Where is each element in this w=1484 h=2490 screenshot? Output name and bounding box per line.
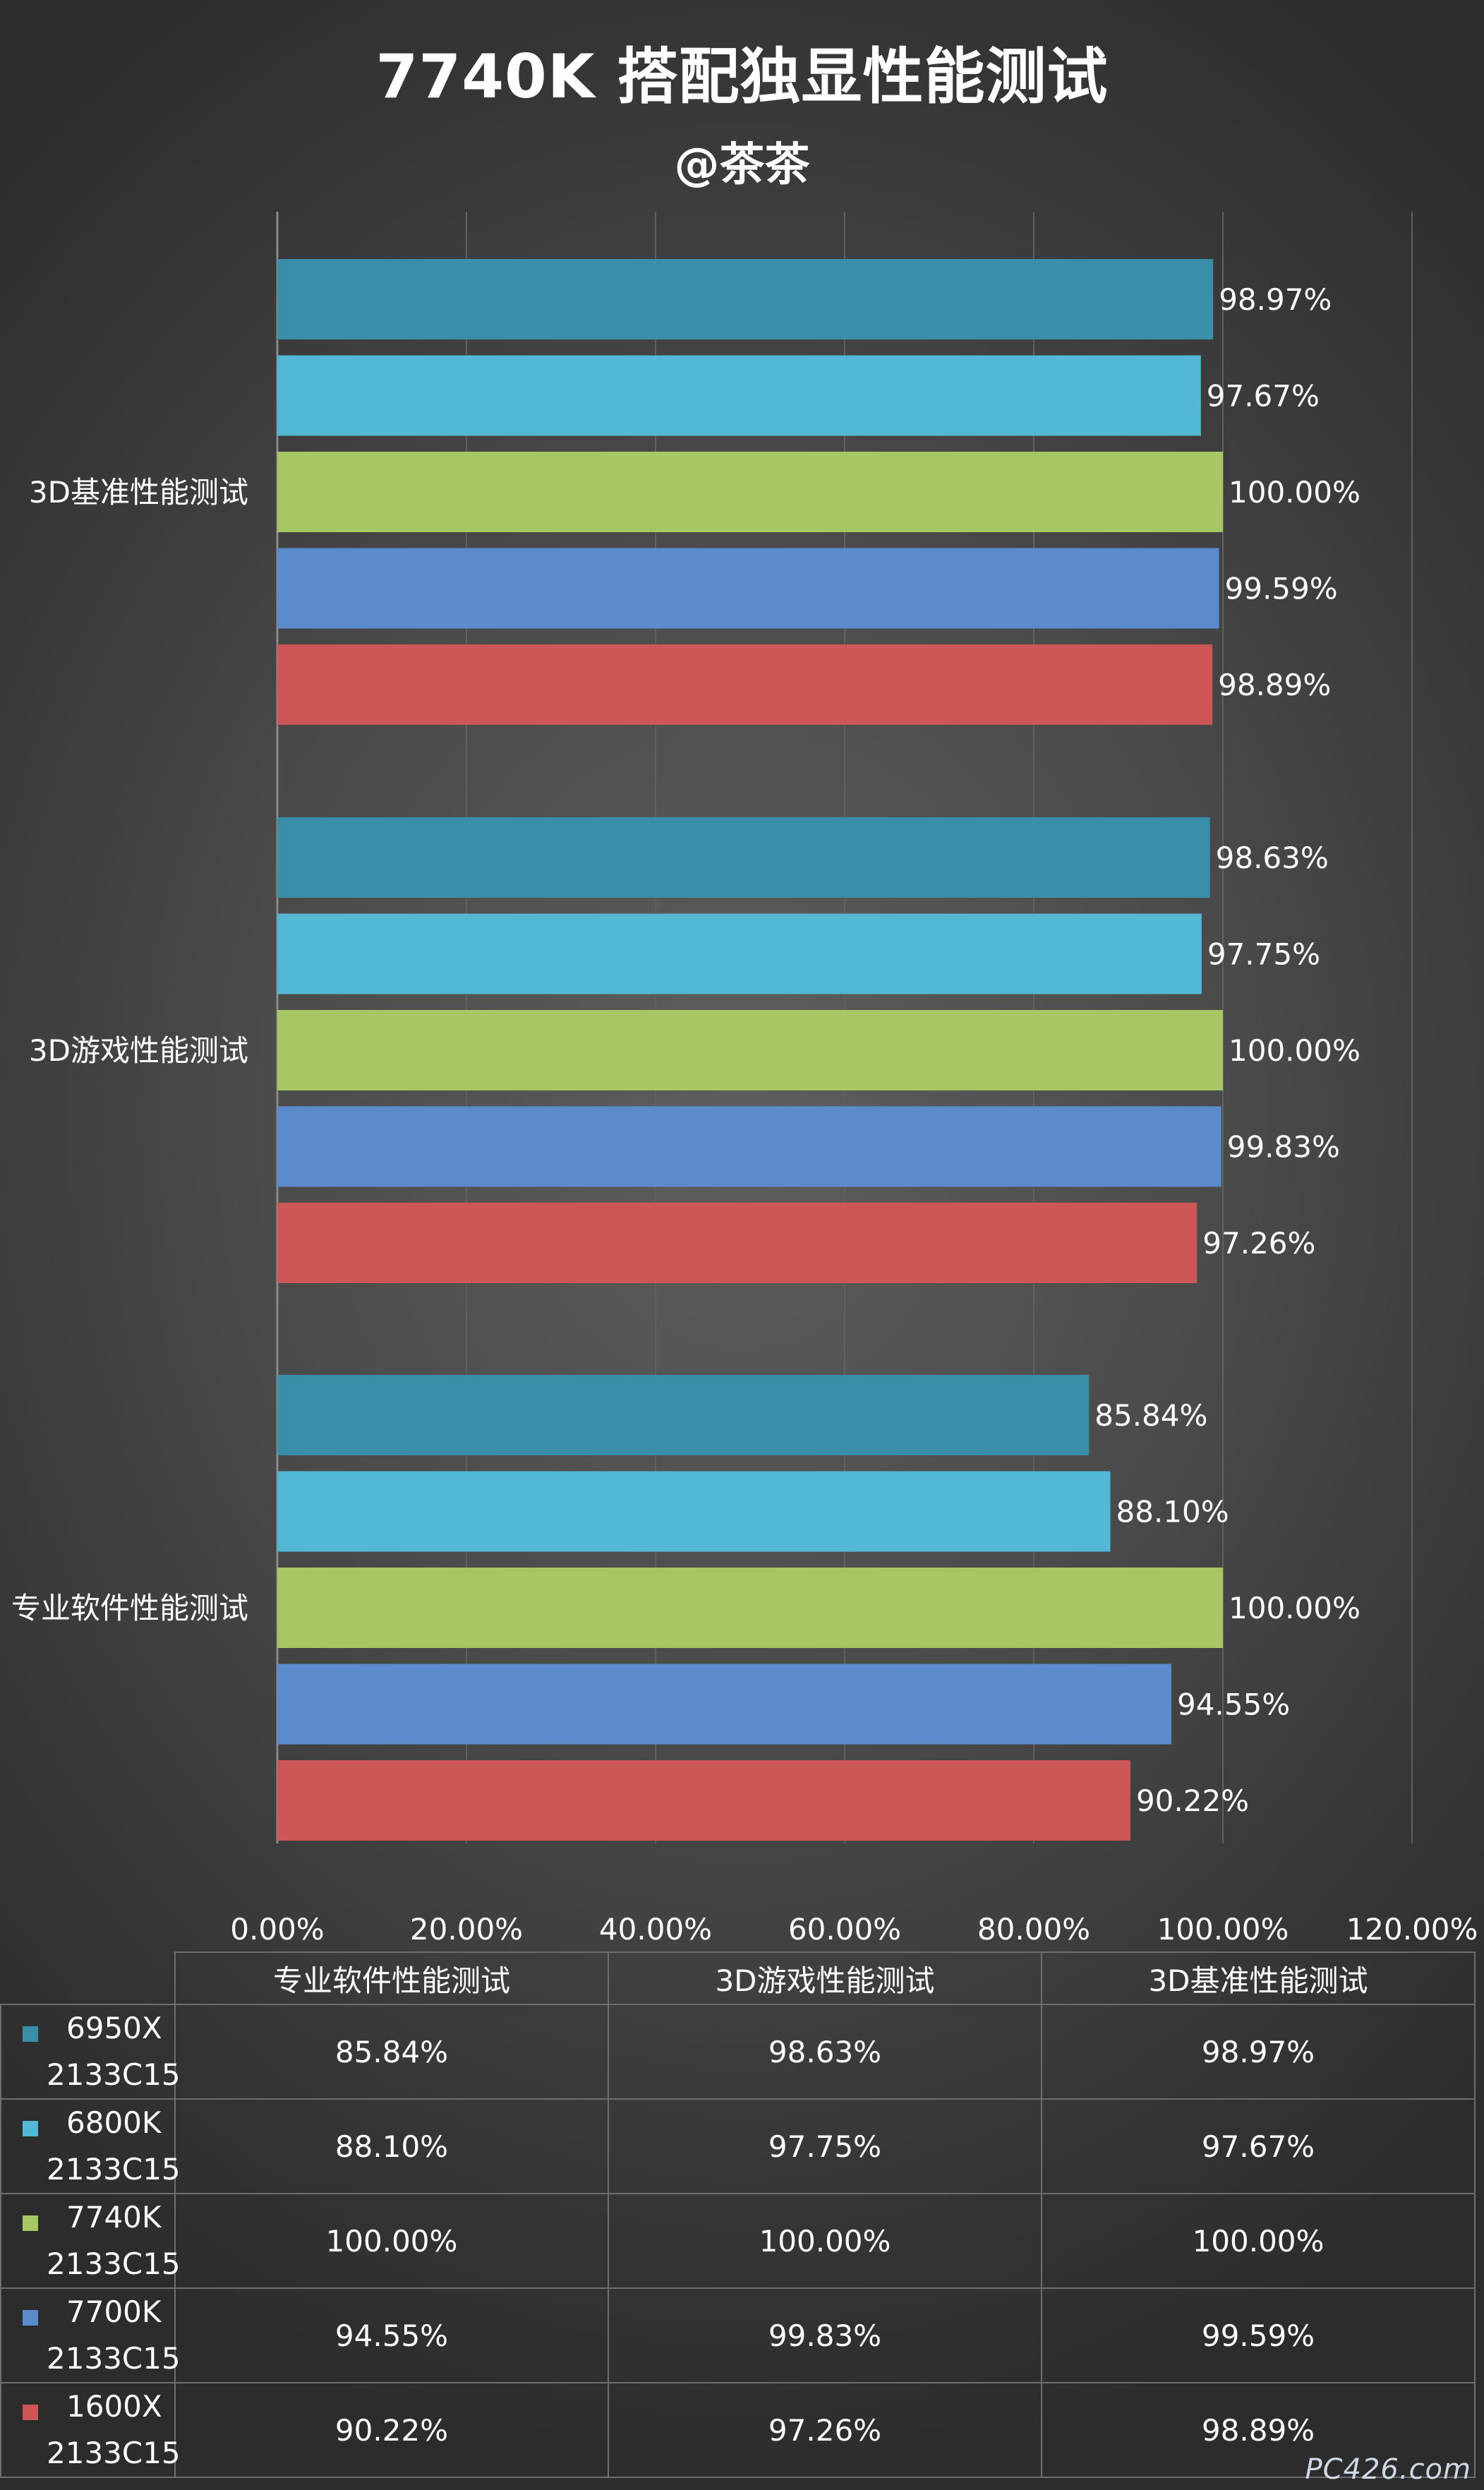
bar: [277, 1471, 1111, 1552]
table-header-cell: 3D基准性能测试: [1041, 1951, 1476, 2005]
bar: [277, 452, 1223, 532]
table-row-label: 6950X 2133C15: [0, 2004, 181, 2100]
table-cell: 99.59%: [1041, 2287, 1476, 2383]
bar: [277, 817, 1210, 898]
legend-swatch: [23, 2215, 38, 2231]
data-label: 85.84%: [1094, 1398, 1207, 1433]
table-cell: 88.10%: [174, 2098, 609, 2194]
table-row-label: 7700K 2133C15: [0, 2287, 181, 2383]
table-corner: [1, 1952, 176, 2005]
x-tick-label: 0.00%: [230, 1912, 324, 1947]
table-cell: 98.63%: [608, 2004, 1042, 2100]
table-cell: 100.00%: [1041, 2193, 1476, 2289]
bar: [277, 1203, 1198, 1283]
x-tick-label: 80.00%: [977, 1912, 1090, 1947]
bar: [277, 1664, 1171, 1745]
bar: [277, 644, 1213, 725]
data-label: 99.83%: [1227, 1130, 1340, 1165]
table-cell: 94.55%: [174, 2287, 609, 2383]
table-cell: 97.26%: [608, 2382, 1042, 2478]
row-label-model: 7700K: [66, 2294, 162, 2329]
category-label: 3D游戏性能测试: [29, 1033, 248, 1068]
data-label: 90.22%: [1136, 1784, 1249, 1818]
table-header-row: 专业软件性能测试 3D游戏性能测试 3D基准性能测试: [1, 1951, 1476, 2005]
table-cell: 97.67%: [1041, 2098, 1476, 2194]
table-cell: 90.22%: [174, 2382, 609, 2478]
data-label: 98.97%: [1219, 282, 1332, 317]
x-tick-label: 20.00%: [410, 1912, 523, 1947]
table-row: 6800K 2133C15 88.10% 97.75% 97.67%: [0, 2098, 1476, 2194]
watermark-logo: PC426.com: [1305, 2453, 1471, 2486]
legend-swatch: [23, 2405, 38, 2420]
bar: [277, 913, 1202, 994]
value-labels: 98.97% 98.63% 85.84% 97.67% 97.75% 88.10% 100.…: [1094, 282, 1361, 1818]
data-table-grid: 专业软件性能测试 3D游戏性能测试 3D基准性能测试 6950X 2133C15 8…: [0, 1951, 1476, 2478]
table-header-cell: 专业软件性能测试: [174, 1951, 609, 2005]
bars: [277, 259, 1223, 1841]
row-label-memory: 2133C15: [47, 2057, 181, 2092]
bar: [277, 1760, 1130, 1841]
bar: [277, 1568, 1223, 1648]
row-label-model: 1600X: [66, 2389, 162, 2424]
data-label: 97.75%: [1207, 937, 1320, 972]
data-table: 专业软件性能测试 3D游戏性能测试 3D基准性能测试 6950X 2133C15 8…: [0, 1951, 1484, 2490]
category-label: 专业软件性能测试: [11, 1591, 248, 1625]
bar: [277, 1106, 1221, 1187]
table-row: 7700K 2133C15 94.55% 99.83% 99.59%: [0, 2287, 1476, 2383]
x-tick-label: 120.00%: [1346, 1912, 1478, 1947]
table-cell: 85.84%: [174, 2004, 609, 2100]
table-row-label: 6800K 2133C15: [0, 2098, 181, 2194]
bar: [277, 1010, 1223, 1090]
table-header-cell: 3D游戏性能测试: [608, 1951, 1042, 2005]
x-tick-label: 60.00%: [788, 1912, 901, 1947]
table-cell: 98.97%: [1041, 2004, 1476, 2100]
data-label: 98.89%: [1218, 668, 1331, 702]
row-label-model: 6800K: [66, 2105, 162, 2140]
table-cell: 97.75%: [608, 2098, 1042, 2194]
data-label: 94.55%: [1177, 1688, 1290, 1722]
table-cell: 100.00%: [174, 2193, 609, 2289]
legend-swatch: [23, 2121, 38, 2136]
table-cell: 99.83%: [608, 2287, 1042, 2383]
data-label: 98.63%: [1216, 841, 1329, 875]
legend-swatch: [23, 2026, 38, 2042]
row-label-model: 6950X: [66, 2011, 162, 2045]
bar: [277, 355, 1201, 436]
bar: [277, 548, 1219, 629]
data-label: 99.59%: [1225, 572, 1338, 606]
data-label: 88.10%: [1116, 1495, 1229, 1529]
x-tick-label: 100.00%: [1157, 1912, 1289, 1947]
table-row-label: 7740K 2133C15: [0, 2193, 181, 2289]
data-label: 100.00%: [1229, 475, 1361, 510]
chart-subtitle: @茶茶: [674, 139, 810, 191]
legend-swatch: [23, 2310, 38, 2326]
data-label: 100.00%: [1229, 1591, 1361, 1625]
row-label-memory: 2133C15: [47, 2341, 181, 2376]
data-label: 97.26%: [1202, 1226, 1315, 1261]
table-cell: 98.89%: [1041, 2382, 1476, 2478]
x-tick-labels: 0.00% 20.00% 40.00% 60.00% 80.00% 100.00% 120.…: [230, 1912, 1478, 1947]
table-row: 6950X 2133C15 85.84% 98.63% 98.97%: [0, 2004, 1476, 2100]
data-label: 97.67%: [1207, 379, 1320, 414]
bar: [277, 259, 1214, 339]
chart-title: 7740K 搭配独显性能测试: [375, 42, 1109, 112]
bar-chart: 98.97% 98.63% 85.84% 97.67% 97.75% 88.10% 100.…: [11, 212, 1478, 1947]
row-label-memory: 2133C15: [47, 2247, 181, 2281]
table-row: 7740K 2133C15 100.00% 100.00% 100.00%: [0, 2193, 1476, 2289]
x-tick-label: 40.00%: [599, 1912, 712, 1947]
data-label: 100.00%: [1229, 1033, 1361, 1068]
category-label: 3D基准性能测试: [29, 475, 248, 510]
row-label-model: 7740K: [66, 2200, 162, 2235]
table-row-label: 1600X 2133C15: [0, 2382, 181, 2478]
bar: [277, 1375, 1090, 1455]
table-row: 1600X 2133C15 90.22% 97.26% 98.89%: [0, 2382, 1476, 2478]
table-cell: 100.00%: [608, 2193, 1042, 2289]
row-label-memory: 2133C15: [47, 2152, 181, 2187]
row-label-memory: 2133C15: [47, 2436, 181, 2470]
